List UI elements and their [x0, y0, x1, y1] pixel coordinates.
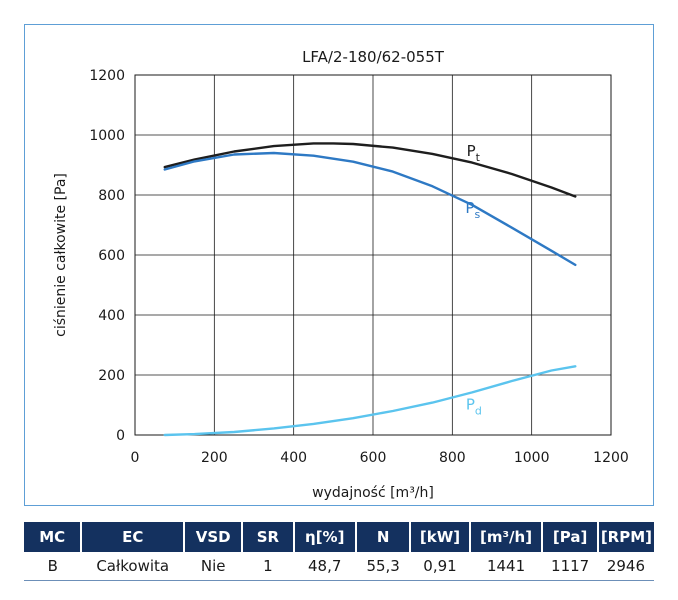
- y-tick-label: 1000: [89, 128, 125, 144]
- series-label-pd: Pd: [466, 396, 482, 418]
- cell-ec: Całkowita: [81, 552, 184, 581]
- chart-title: LFA/2-180/62-055T: [302, 48, 445, 66]
- cell-pa: 1117: [542, 552, 598, 581]
- series-line-pt: [163, 142, 577, 198]
- chart-panel: LFA/2-180/62-055T 0 200 400 600 800 1000 1200 0 2…: [24, 24, 654, 506]
- y-tick-label: 400: [98, 308, 125, 324]
- y-tick-label: 600: [98, 248, 125, 264]
- series-line-pd: [163, 365, 577, 437]
- y-tick-label: 200: [98, 368, 125, 384]
- header-vsd: VSD: [184, 522, 244, 552]
- table-row: B Całkowita Nie 1 48,7 55,3 0,91 1441 11…: [24, 552, 654, 581]
- cell-efficiency: 48,7: [293, 552, 356, 581]
- plot-frame: [134, 74, 612, 436]
- header-efficiency: η[%]: [293, 522, 357, 552]
- y-tick-label: 800: [98, 188, 125, 204]
- series-line-ps: [163, 151, 577, 267]
- series-label-ps: Ps: [465, 199, 480, 221]
- x-tick-label: 1200: [593, 450, 629, 466]
- y-tick-label: 1200: [89, 68, 125, 84]
- header-flow: [m³/h]: [469, 522, 544, 552]
- cell-vsd: Nie: [184, 552, 243, 581]
- header-kw: [kW]: [410, 522, 471, 552]
- spec-header-row: MC EC VSD SR η[%] N [kW] [m³/h] [Pa] [RP…: [24, 522, 654, 552]
- cell-n: 55,3: [355, 552, 411, 581]
- spec-table: MC EC VSD SR η[%] N [kW] [m³/h] [Pa] [RP…: [24, 522, 654, 581]
- header-mc: MC: [24, 522, 83, 552]
- header-n: N: [355, 522, 412, 552]
- header-ec: EC: [81, 522, 185, 552]
- x-tick-label: 0: [131, 450, 140, 466]
- cell-sr: 1: [242, 552, 294, 581]
- cell-flow: 1441: [469, 552, 543, 581]
- cell-rpm: 2946: [597, 552, 654, 581]
- x-tick-label: 400: [280, 450, 307, 466]
- fan-curve-chart: LFA/2-180/62-055T 0 200 400 600 800 1000 1200 0 2…: [53, 48, 629, 501]
- header-rpm: [RPM]: [597, 522, 654, 552]
- x-tick-label: 200: [201, 450, 228, 466]
- x-tick-label: 600: [360, 450, 387, 466]
- header-pa: [Pa]: [542, 522, 599, 552]
- x-tick-label: 800: [439, 450, 466, 466]
- x-tick-label: 1000: [514, 450, 550, 466]
- cell-kw: 0,91: [410, 552, 470, 581]
- x-axis-label: wydajność [m³/h]: [312, 485, 434, 501]
- y-tick-label: 0: [116, 428, 125, 444]
- cell-mc: B: [24, 552, 82, 581]
- header-sr: SR: [242, 522, 295, 552]
- y-axis-label: ciśnienie całkowite [Pa]: [53, 173, 69, 337]
